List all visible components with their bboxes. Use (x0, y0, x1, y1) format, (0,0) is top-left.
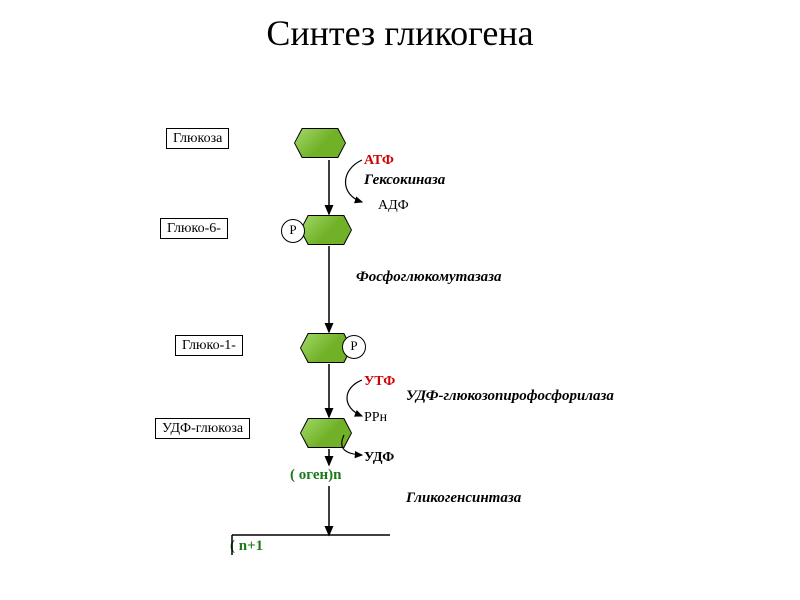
udpglc-label: УДФ-глюкоза (155, 418, 250, 439)
arrows-overlay (0, 0, 800, 600)
hex-g6p (300, 215, 352, 245)
utp-label: УТФ (364, 374, 395, 389)
glycogen-n-label: ( оген)n (290, 467, 342, 484)
udpgpp-label: УДФ-глюкозопирофосфорилаза (406, 388, 614, 405)
g1p-label: Глюко-1- (175, 335, 243, 356)
pgm-label: Фосфоглюкомутазаза (356, 269, 502, 286)
glucose-label: Глюкоза (166, 128, 229, 149)
glycogen-n1-label: ( n+1 (230, 538, 263, 555)
hexokinase-label: Гексокиназа (364, 172, 445, 189)
phosphate-badge-g1p: P (342, 335, 366, 359)
gs-label: Гликогенсинтаза (406, 490, 521, 507)
hex-glucose (294, 128, 346, 158)
adp-label: АДФ (378, 198, 409, 213)
udp-label: УДФ (364, 450, 394, 465)
ppi-label: PPн (364, 410, 387, 425)
hex-udpglc (300, 418, 352, 448)
atp-label: АТФ (364, 153, 394, 168)
curve-c1 (346, 160, 363, 202)
g6p-label: Глюко-6- (160, 218, 228, 239)
phosphate-badge-g6p: P (281, 219, 305, 243)
diagram-stage: Синтез гликогена P P Глюкоза Глюко-6- Гл… (0, 0, 800, 600)
page-title: Синтез гликогена (0, 12, 800, 54)
curve-c2 (347, 380, 362, 416)
